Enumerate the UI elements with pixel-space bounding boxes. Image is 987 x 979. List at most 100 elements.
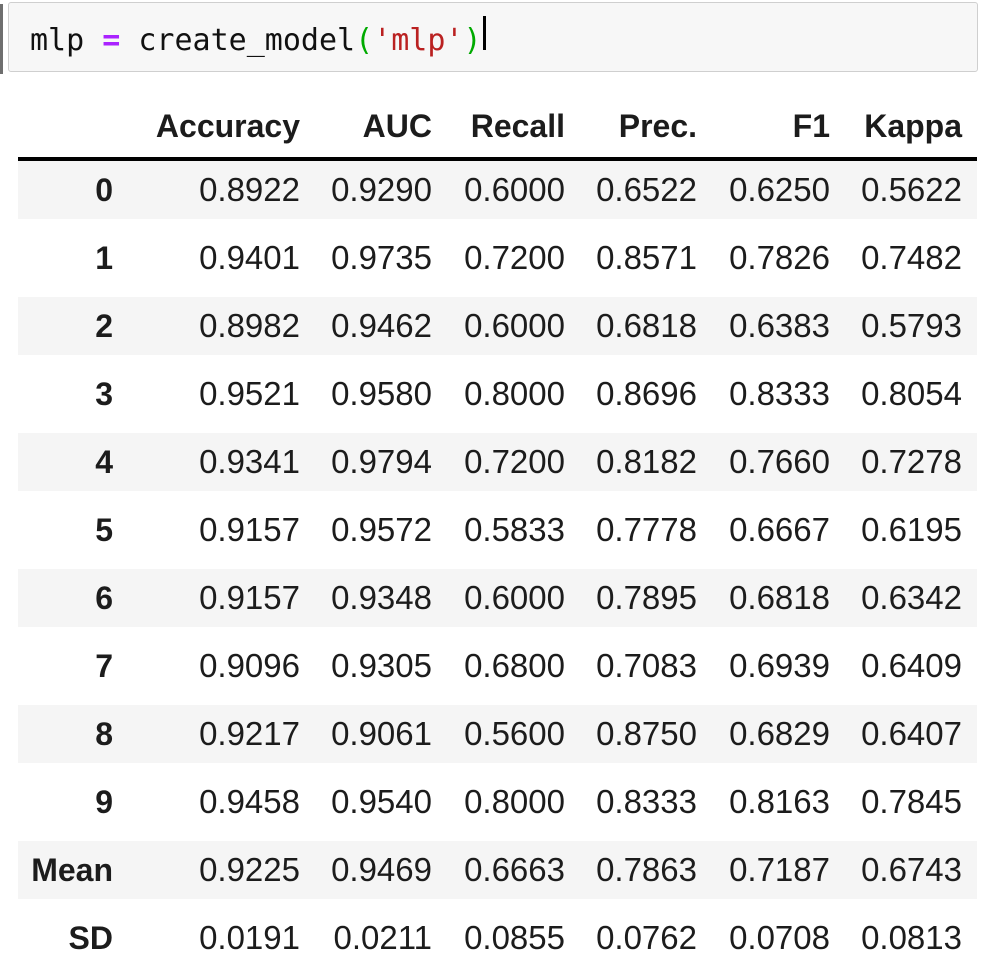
row-index-label: 8 bbox=[18, 700, 128, 773]
metric-value-cell: 0.7845 bbox=[845, 768, 977, 841]
header-cell-f1: F1 bbox=[712, 95, 845, 161]
metric-value-cell: 0.9217 bbox=[128, 700, 315, 773]
metric-value-cell: 0.6829 bbox=[712, 700, 845, 773]
metric-value-cell: 0.0708 bbox=[712, 904, 845, 977]
metric-value-cell: 0.6667 bbox=[712, 496, 845, 569]
metric-value-cell: 0.8922 bbox=[128, 159, 315, 229]
metric-value-cell: 0.8571 bbox=[580, 224, 712, 297]
metric-value-cell: 0.8000 bbox=[447, 768, 580, 841]
text-cursor-caret bbox=[482, 16, 486, 50]
metric-value-cell: 0.9096 bbox=[128, 632, 315, 705]
row-index-label: SD bbox=[18, 904, 128, 977]
metric-value-cell: 0.8054 bbox=[845, 360, 977, 433]
metric-value-cell: 0.9794 bbox=[315, 428, 447, 501]
code-token-bracket: ) bbox=[463, 23, 482, 58]
table-row-3: 3 0.9521 0.9580 0.8000 0.8696 0.8333 0.8054 bbox=[18, 360, 977, 433]
metric-value-cell: 0.7826 bbox=[712, 224, 845, 297]
metric-value-cell: 0.8333 bbox=[712, 360, 845, 433]
metric-value-cell: 0.9401 bbox=[128, 224, 315, 297]
code-token-name: create_model bbox=[138, 23, 356, 58]
row-index-label: 2 bbox=[18, 292, 128, 365]
table-row-mean: Mean 0.9225 0.9469 0.6663 0.7863 0.7187 0.6743 bbox=[18, 836, 977, 909]
header-cell-recall: Recall bbox=[447, 95, 580, 161]
header-cell-auc: AUC bbox=[315, 95, 447, 161]
metric-value-cell: 0.0191 bbox=[128, 904, 315, 977]
metric-value-cell: 0.0211 bbox=[315, 904, 447, 977]
metric-value-cell: 0.8750 bbox=[580, 700, 712, 773]
metric-value-cell: 0.6407 bbox=[845, 700, 977, 773]
row-index-label: 9 bbox=[18, 768, 128, 841]
row-index-label: 7 bbox=[18, 632, 128, 705]
table-row-7: 7 0.9096 0.9305 0.6800 0.7083 0.6939 0.6409 bbox=[18, 632, 977, 705]
row-index-label: 3 bbox=[18, 360, 128, 433]
header-cell-index bbox=[18, 95, 128, 161]
header-cell-prec: Prec. bbox=[580, 95, 712, 161]
metric-value-cell: 0.6818 bbox=[580, 292, 712, 365]
table-row-sd: SD 0.0191 0.0211 0.0855 0.0762 0.0708 0.0813 bbox=[18, 904, 977, 977]
metric-value-cell: 0.9341 bbox=[128, 428, 315, 501]
metric-value-cell: 0.6663 bbox=[447, 836, 580, 909]
code-token-plain bbox=[84, 23, 102, 58]
table-row-6: 6 0.9157 0.9348 0.6000 0.7895 0.6818 0.6342 bbox=[18, 564, 977, 637]
code-token-plain bbox=[120, 23, 138, 58]
metric-value-cell: 0.9469 bbox=[315, 836, 447, 909]
metric-value-cell: 0.9462 bbox=[315, 292, 447, 365]
row-index-label: 0 bbox=[18, 159, 128, 229]
metric-value-cell: 0.6250 bbox=[712, 159, 845, 229]
metric-value-cell: 0.6342 bbox=[845, 564, 977, 637]
row-index-label: 4 bbox=[18, 428, 128, 501]
header-cell-kappa: Kappa bbox=[845, 95, 977, 161]
header-cell-accuracy: Accuracy bbox=[128, 95, 315, 161]
metric-value-cell: 0.7083 bbox=[580, 632, 712, 705]
metric-value-cell: 0.7200 bbox=[447, 428, 580, 501]
metric-value-cell: 0.9572 bbox=[315, 496, 447, 569]
metric-value-cell: 0.8182 bbox=[580, 428, 712, 501]
code-token-bracket: ( bbox=[355, 23, 374, 58]
cell-collapser[interactable] bbox=[0, 4, 3, 74]
metric-value-cell: 0.9305 bbox=[315, 632, 447, 705]
metric-value-cell: 0.8163 bbox=[712, 768, 845, 841]
code-tokens: mlp = create_model('mlp') bbox=[30, 23, 482, 58]
metric-value-cell: 0.8000 bbox=[447, 360, 580, 433]
metric-value-cell: 0.9348 bbox=[315, 564, 447, 637]
metric-value-cell: 0.6000 bbox=[447, 292, 580, 365]
metric-value-cell: 0.9157 bbox=[128, 496, 315, 569]
metric-value-cell: 0.7278 bbox=[845, 428, 977, 501]
cv-metrics-table: Accuracy AUC Recall Prec. F1 Kappa 0 0.8922 0.9… bbox=[18, 95, 977, 977]
code-line: mlp = create_model('mlp') bbox=[9, 3, 977, 58]
metric-value-cell: 0.9157 bbox=[128, 564, 315, 637]
metric-value-cell: 0.7895 bbox=[580, 564, 712, 637]
metric-value-cell: 0.9521 bbox=[128, 360, 315, 433]
metric-value-cell: 0.6195 bbox=[845, 496, 977, 569]
code-token-operator: = bbox=[102, 23, 121, 58]
metric-value-cell: 0.8982 bbox=[128, 292, 315, 365]
metric-value-cell: 0.6000 bbox=[447, 564, 580, 637]
metric-value-cell: 0.7863 bbox=[580, 836, 712, 909]
metric-value-cell: 0.0813 bbox=[845, 904, 977, 977]
metric-value-cell: 0.7187 bbox=[712, 836, 845, 909]
metric-value-cell: 0.9580 bbox=[315, 360, 447, 433]
table-row-9: 9 0.9458 0.9540 0.8000 0.8333 0.8163 0.7845 bbox=[18, 768, 977, 841]
code-cell-editor[interactable]: mlp = create_model('mlp') bbox=[8, 2, 978, 72]
row-index-label: 1 bbox=[18, 224, 128, 297]
metric-value-cell: 0.5833 bbox=[447, 496, 580, 569]
metric-value-cell: 0.6522 bbox=[580, 159, 712, 229]
table-row-8: 8 0.9217 0.9061 0.5600 0.8750 0.6829 0.6407 bbox=[18, 700, 977, 773]
metric-value-cell: 0.6383 bbox=[712, 292, 845, 365]
metric-value-cell: 0.9061 bbox=[315, 700, 447, 773]
metric-value-cell: 0.9290 bbox=[315, 159, 447, 229]
table-header-row: Accuracy AUC Recall Prec. F1 Kappa bbox=[18, 95, 977, 161]
metric-value-cell: 0.5793 bbox=[845, 292, 977, 365]
metric-value-cell: 0.9458 bbox=[128, 768, 315, 841]
metric-value-cell: 0.6000 bbox=[447, 159, 580, 229]
table-row-1: 1 0.9401 0.9735 0.7200 0.8571 0.7826 0.7482 bbox=[18, 224, 977, 297]
metric-value-cell: 0.7200 bbox=[447, 224, 580, 297]
metric-value-cell: 0.5622 bbox=[845, 159, 977, 229]
metric-value-cell: 0.7482 bbox=[845, 224, 977, 297]
metric-value-cell: 0.7778 bbox=[580, 496, 712, 569]
row-index-label: Mean bbox=[18, 836, 128, 909]
metric-value-cell: 0.6818 bbox=[712, 564, 845, 637]
metric-value-cell: 0.6409 bbox=[845, 632, 977, 705]
metric-value-cell: 0.7660 bbox=[712, 428, 845, 501]
